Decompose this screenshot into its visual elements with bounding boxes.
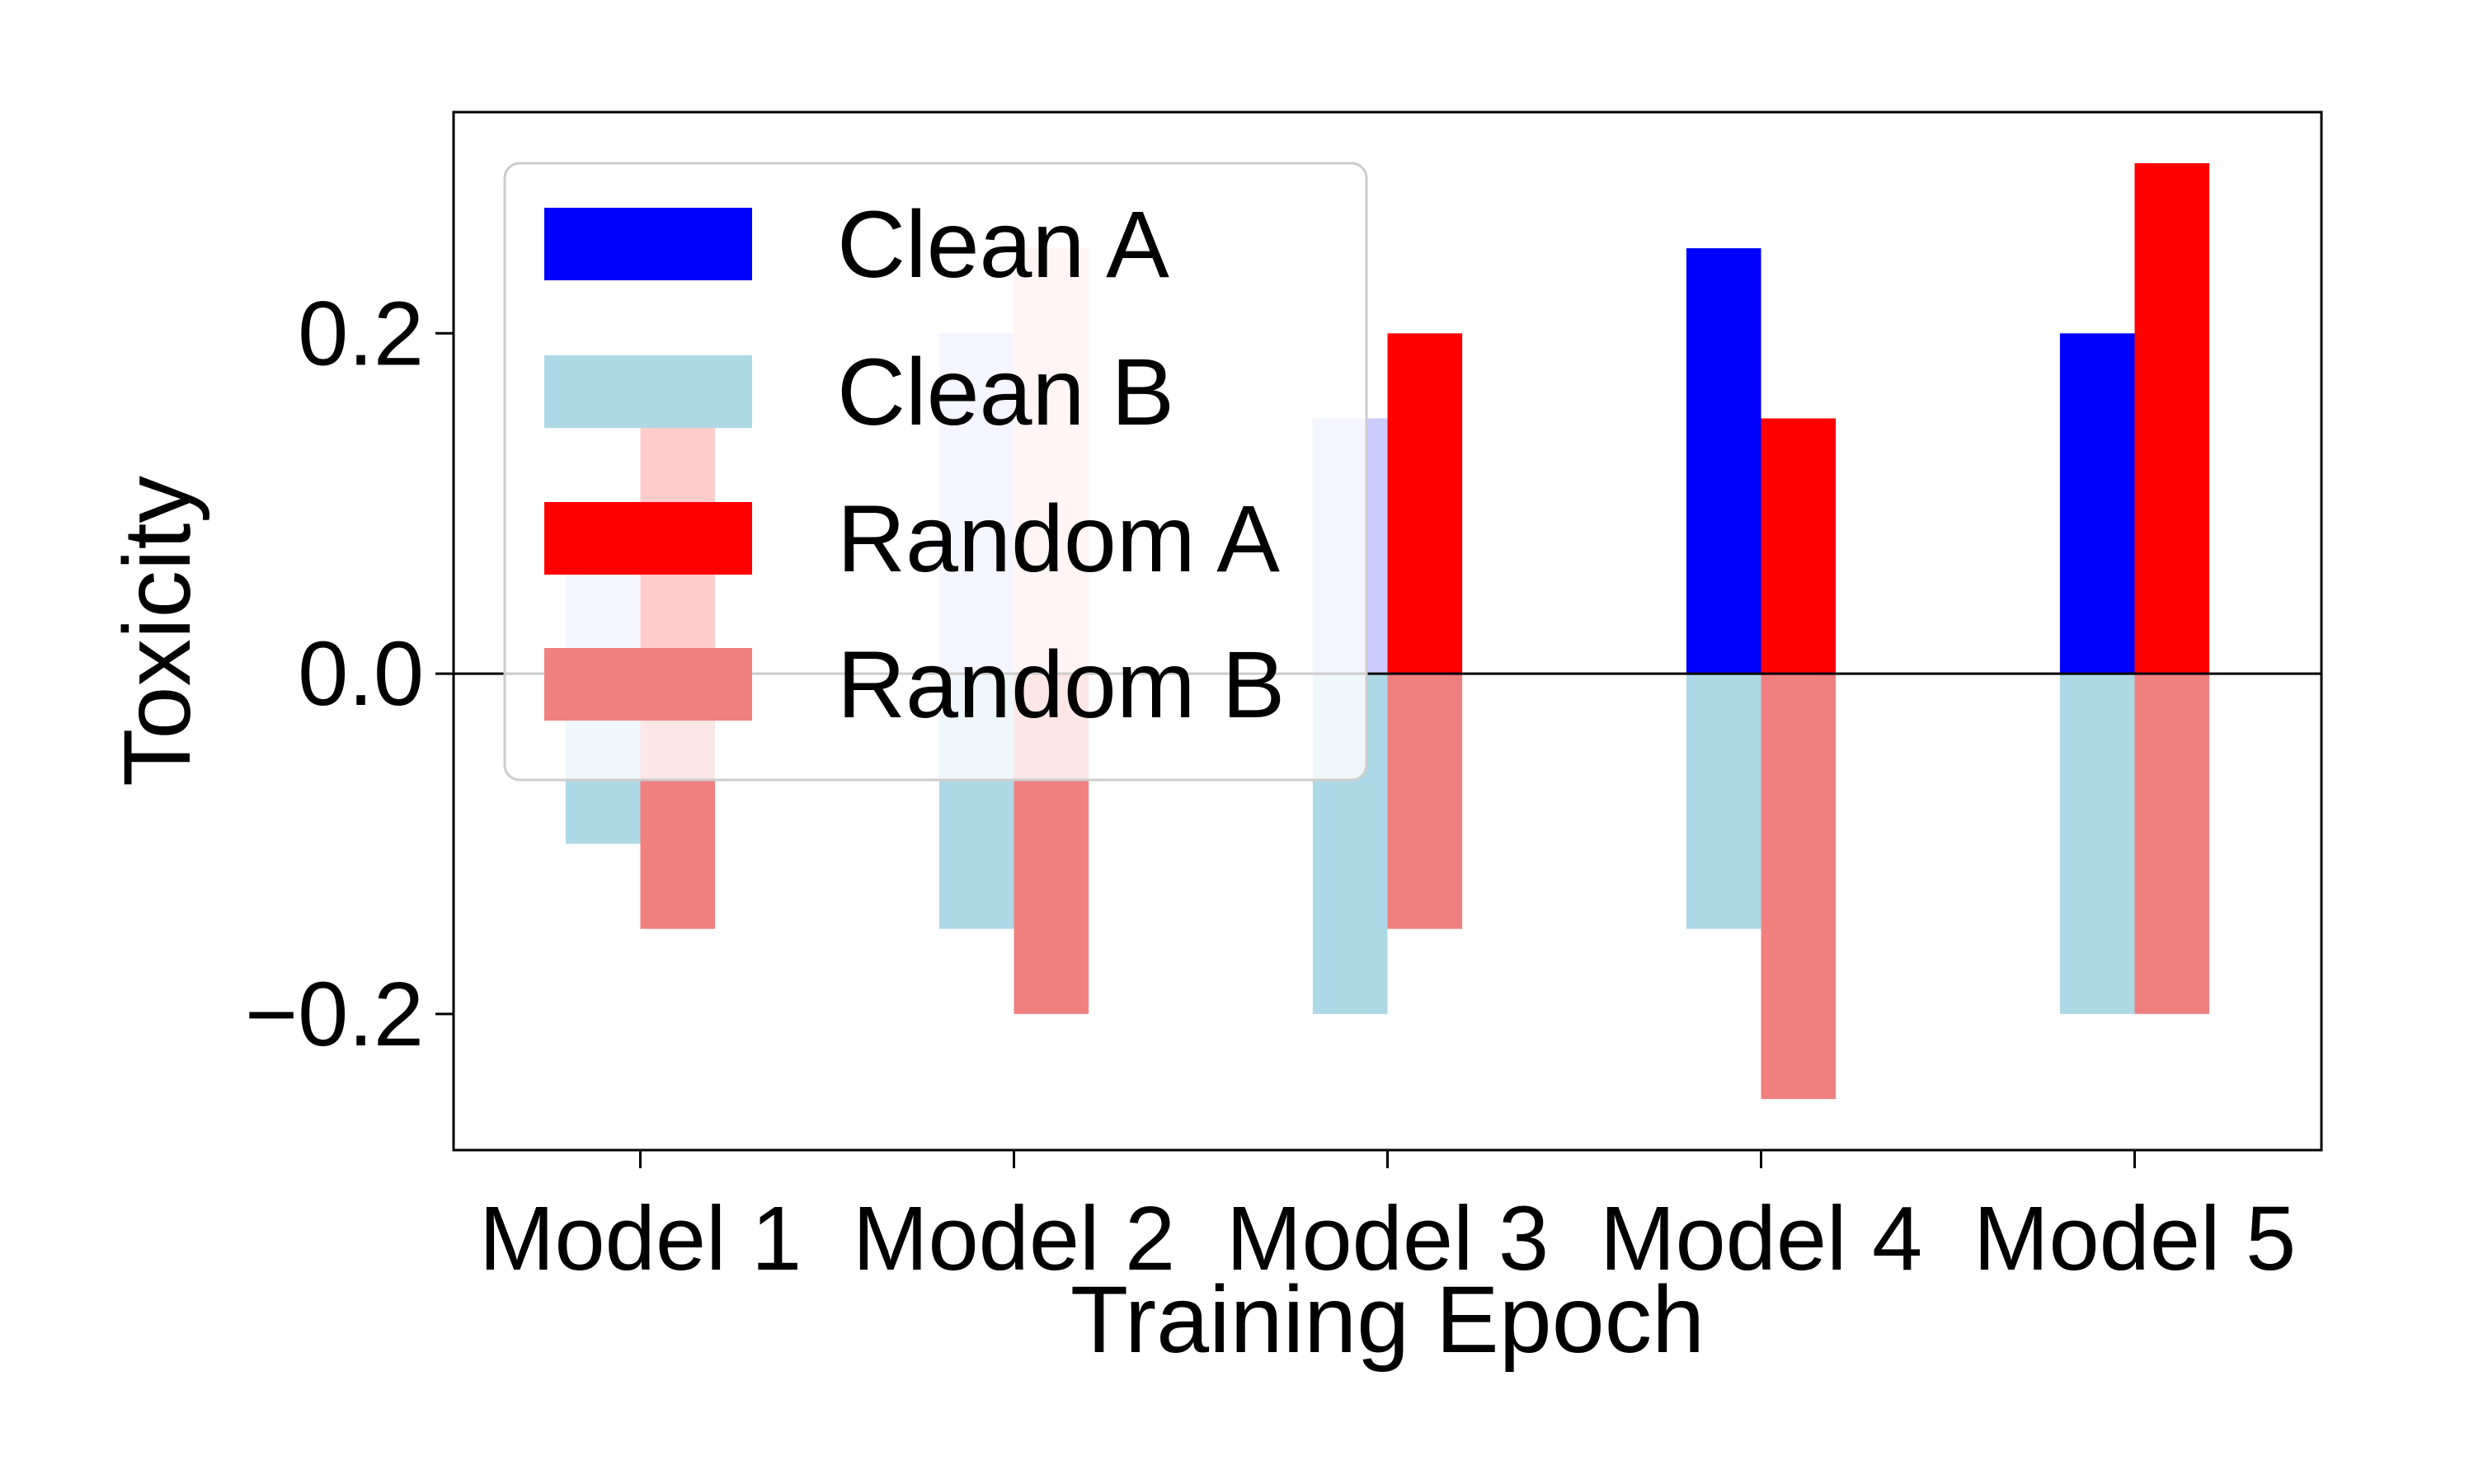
legend-label-clean-a: Clean A	[837, 192, 1169, 298]
y-axis-ticks: −0.2 0.0 0.2	[245, 283, 454, 1065]
x-tick-label-model-2: Model 2	[853, 1188, 1175, 1289]
legend: Clean A Clean B Random A Random B	[503, 162, 1368, 782]
x-tick-label-model-4: Model 4	[1600, 1188, 1922, 1289]
x-axis-ticks: Model 1 Model 2 Model 3 Model 4 Model 5	[479, 1150, 2296, 1289]
y-axis-label: Toxicity	[105, 476, 210, 787]
bar-random-b-model-4	[1761, 674, 1837, 1100]
y-tick-label: 0.0	[298, 623, 424, 725]
bar-random-b-model-5	[2134, 674, 2210, 1014]
bar-clean-b-model-5	[2059, 674, 2135, 1014]
legend-label-random-b: Random B	[837, 632, 1285, 738]
legend-label-random-a: Random A	[837, 486, 1280, 592]
x-axis-label: Training Epoch	[1070, 1267, 1705, 1373]
bar-clean-a-model-4	[1686, 248, 1761, 674]
bar-random-a-model-4	[1761, 418, 1837, 674]
bar-random-a-model-5	[2134, 162, 2210, 674]
legend-label-clean-b: Clean B	[837, 340, 1174, 445]
bar-clean-b-model-4	[1686, 674, 1761, 929]
bar-random-b-model-3	[1387, 674, 1463, 929]
x-tick-label-model-3: Model 3	[1226, 1188, 1549, 1289]
legend-swatch-random-a	[544, 502, 752, 575]
legend-swatch-clean-b	[544, 355, 752, 428]
y-tick-label: 0.2	[298, 283, 424, 384]
x-tick-label-model-5: Model 5	[1973, 1188, 2296, 1289]
x-tick-label-model-1: Model 1	[479, 1188, 802, 1289]
legend-swatch-clean-a	[544, 208, 752, 280]
y-tick-label: −0.2	[245, 964, 424, 1065]
legend-box	[503, 162, 1368, 782]
bar-clean-a-model-5	[2059, 333, 2135, 674]
legend-swatch-random-b	[544, 648, 752, 721]
bar-random-a-model-3	[1387, 333, 1463, 674]
